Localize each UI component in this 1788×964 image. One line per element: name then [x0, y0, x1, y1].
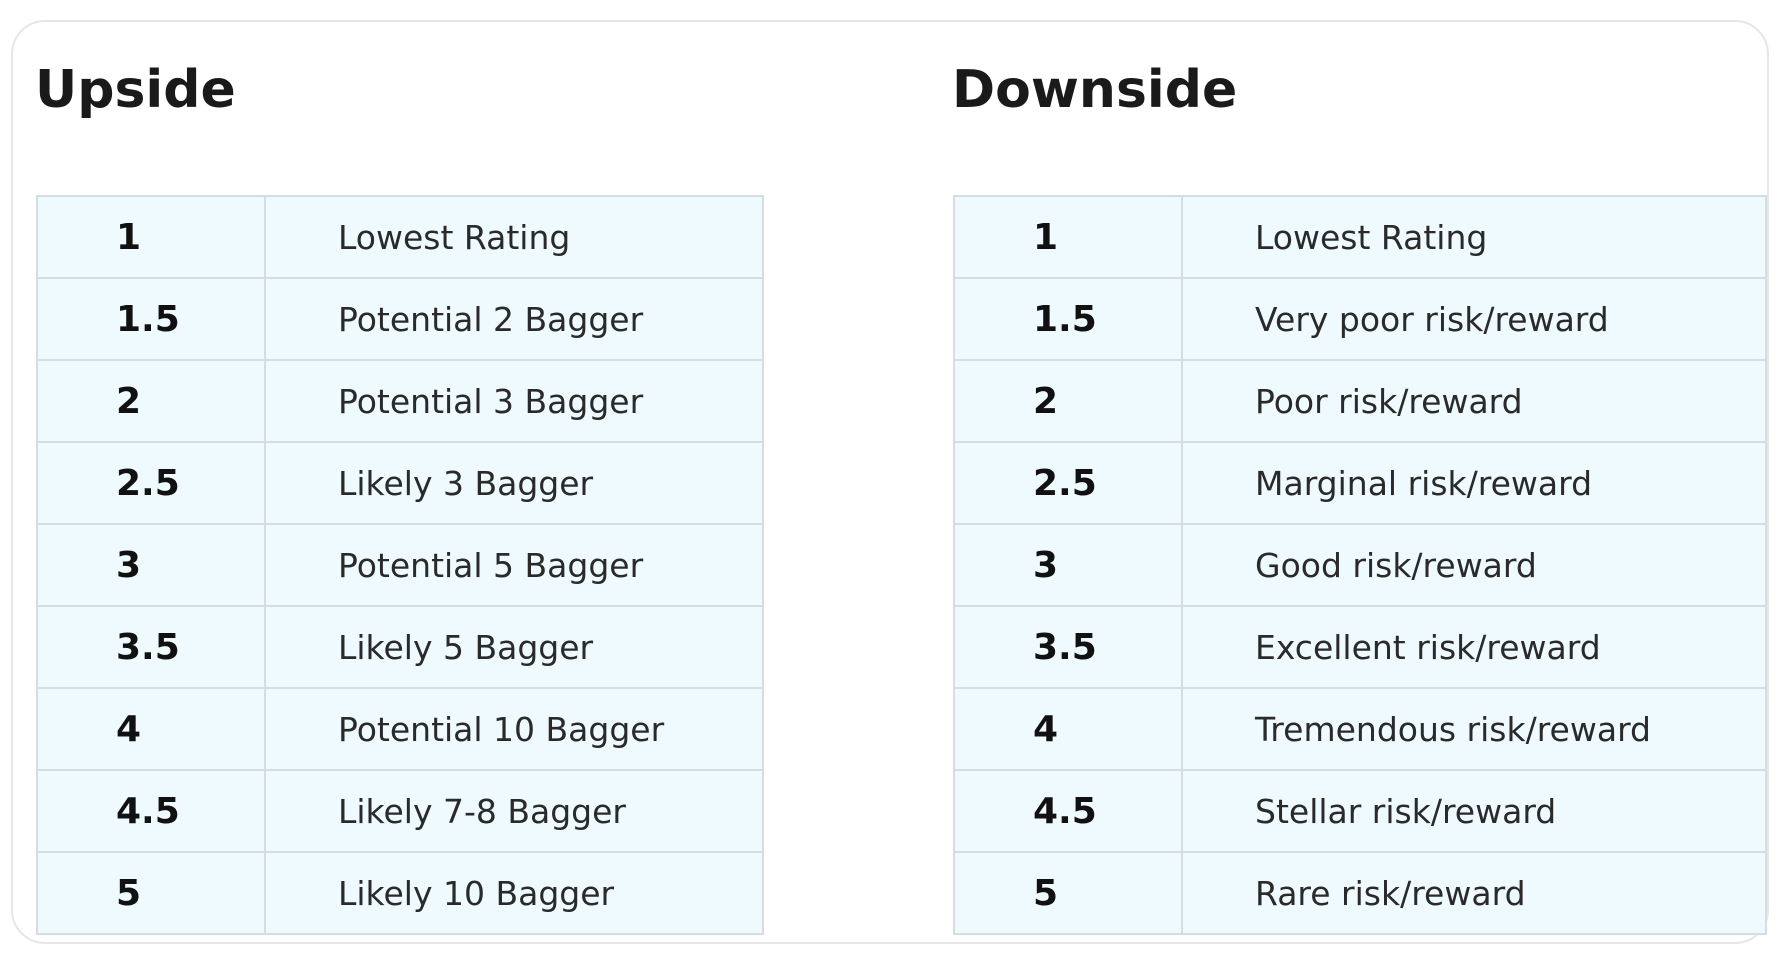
rating-cell: 4.5 [36, 769, 266, 853]
rating-cell: 1 [953, 195, 1183, 279]
table-row: 1.5 Potential 2 Bagger [36, 277, 764, 361]
rating-cell: 2.5 [36, 441, 266, 525]
rating-cell: 1.5 [953, 277, 1183, 361]
description-cell: Likely 7-8 Bagger [264, 769, 764, 853]
description-cell: Very poor risk/reward [1181, 277, 1767, 361]
rating-cell: 1 [36, 195, 266, 279]
table-row: 3 Potential 5 Bagger [36, 523, 764, 607]
table-row: 2.5 Likely 3 Bagger [36, 441, 764, 525]
table-row: 5 Likely 10 Bagger [36, 851, 764, 935]
table-row: 4.5 Likely 7-8 Bagger [36, 769, 764, 853]
rating-cell: 2 [953, 359, 1183, 443]
rating-table: 1 Lowest Rating 1.5 Very poor risk/reward 2 P… [953, 195, 1767, 935]
description-cell: Likely 10 Bagger [264, 851, 764, 935]
table-row: 1 Lowest Rating [36, 195, 764, 279]
table-row: 1 Lowest Rating [953, 195, 1767, 279]
rating-cell: 2.5 [953, 441, 1183, 525]
table-row: 4 Potential 10 Bagger [36, 687, 764, 771]
description-cell: Stellar risk/reward [1181, 769, 1767, 853]
description-cell: Lowest Rating [1181, 195, 1767, 279]
rating-cell: 4.5 [953, 769, 1183, 853]
rating-cell: 5 [36, 851, 266, 935]
rating-cell: 3.5 [36, 605, 266, 689]
description-cell: Marginal risk/reward [1181, 441, 1767, 525]
description-cell: Tremendous risk/reward [1181, 687, 1767, 771]
description-cell: Potential 5 Bagger [264, 523, 764, 607]
rating-cell: 5 [953, 851, 1183, 935]
table-row: 5 Rare risk/reward [953, 851, 1767, 935]
description-cell: Good risk/reward [1181, 523, 1767, 607]
table-row: 4.5 Stellar risk/reward [953, 769, 1767, 853]
table-row: 1.5 Very poor risk/reward [953, 277, 1767, 361]
rating-table: 1 Lowest Rating 1.5 Potential 2 Bagger 2 Pote… [36, 195, 764, 935]
table-row: 2.5 Marginal risk/reward [953, 441, 1767, 525]
section-title: Upside [35, 60, 236, 120]
table-row: 3.5 Excellent risk/reward [953, 605, 1767, 689]
description-cell: Rare risk/reward [1181, 851, 1767, 935]
table-row: 4 Tremendous risk/reward [953, 687, 1767, 771]
description-cell: Poor risk/reward [1181, 359, 1767, 443]
description-cell: Excellent risk/reward [1181, 605, 1767, 689]
section-title: Downside [952, 60, 1238, 120]
rating-cell: 1.5 [36, 277, 266, 361]
rating-cell: 4 [953, 687, 1183, 771]
rating-cell: 3 [36, 523, 266, 607]
description-cell: Likely 5 Bagger [264, 605, 764, 689]
rating-cell: 2 [36, 359, 266, 443]
rating-cell: 3 [953, 523, 1183, 607]
table-row: 2 Poor risk/reward [953, 359, 1767, 443]
table-row: 2 Potential 3 Bagger [36, 359, 764, 443]
description-cell: Likely 3 Bagger [264, 441, 764, 525]
rating-cell: 3.5 [953, 605, 1183, 689]
card: Upside Downside 1 Lowest Rating 1.5 Potenti… [11, 20, 1769, 944]
rating-cell: 4 [36, 687, 266, 771]
description-cell: Potential 10 Bagger [264, 687, 764, 771]
description-cell: Potential 2 Bagger [264, 277, 764, 361]
table-row: 3 Good risk/reward [953, 523, 1767, 607]
description-cell: Potential 3 Bagger [264, 359, 764, 443]
description-cell: Lowest Rating [264, 195, 764, 279]
table-row: 3.5 Likely 5 Bagger [36, 605, 764, 689]
